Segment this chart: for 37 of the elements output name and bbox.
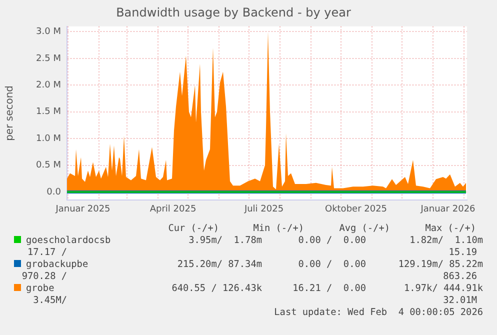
text: Avg (-/+): [339, 223, 390, 235]
text: Max (-/+): [425, 223, 476, 235]
y-tick-label: 1.0 M: [36, 134, 61, 144]
text: Last update: Wed Feb 4 00:00:05 2026: [274, 307, 483, 319]
y-axis-title: per second: [4, 85, 16, 141]
x-tick-label: Oktober 2025: [324, 204, 388, 215]
x-tick-label: Januar 2026: [420, 204, 476, 215]
text: Cur (-/+): [168, 223, 219, 235]
text: 0.00 / 0.00: [298, 235, 366, 247]
legend-label: goescholardocsb: [25, 235, 111, 247]
text: 640.55 / 126.43k: [172, 283, 262, 295]
x-tick-label: Januar 2025: [54, 204, 110, 215]
legend-label: grobe: [25, 283, 54, 295]
text: 32.01M: [443, 295, 477, 307]
y-tick-label: 2.0 M: [36, 80, 61, 90]
text: 3.45M/: [33, 295, 67, 307]
text: 863.26: [443, 271, 477, 283]
text: 1.97k/ 444.91k: [404, 283, 483, 295]
y-tick-label: 0.5 M: [36, 160, 61, 171]
chart-title: Bandwidth usage by Backend - by year: [116, 5, 351, 20]
x-tick-label: Juli 2025: [243, 204, 284, 215]
text: 1.82m/ 1.10m: [410, 235, 483, 247]
text: 129.19m/ 85.22m: [398, 259, 483, 271]
text: 215.20m/ 87.34m: [177, 259, 262, 271]
text: 15.19: [448, 247, 477, 259]
y-tick-label: 0.0: [46, 187, 62, 198]
text: 970.28 /: [22, 271, 67, 283]
y-tick-label: 1.5 M: [36, 107, 61, 118]
text: 16.21 / 0.00: [292, 283, 366, 295]
legend-label: grobackupbe: [25, 259, 88, 271]
y-tick-label: 3.0 M: [36, 27, 61, 38]
x-tick-label: April 2025: [150, 204, 196, 215]
text: Min (-/+): [253, 223, 304, 235]
y-tick-label: 2.5 M: [36, 54, 61, 64]
text: 0.00 / 0.00: [298, 259, 366, 271]
text: 17.17 /: [27, 247, 67, 259]
text: 3.95m/ 1.78m: [188, 235, 262, 247]
